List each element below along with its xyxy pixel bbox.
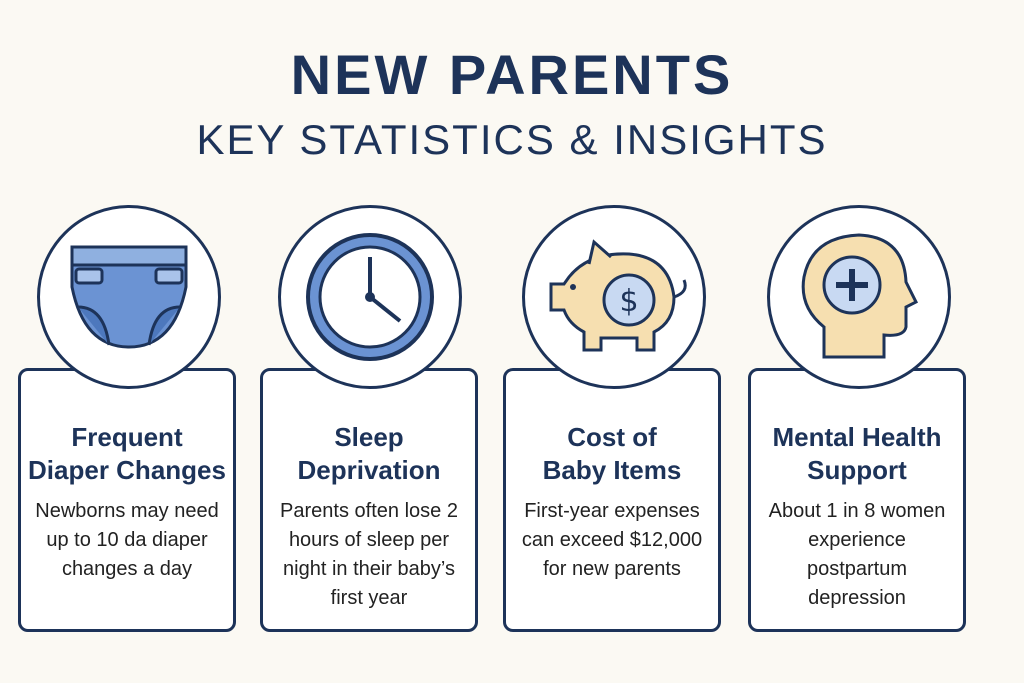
card-cost: Cost of Baby Items First-year expenses ca… [503,368,721,632]
page-title: NEW PARENTS [290,43,734,106]
card-title: Sleep Deprivation [297,422,441,485]
diaper-icon [37,205,221,389]
clock-icon [278,205,462,389]
card-text: About 1 in 8 women experience postpartum… [768,500,946,609]
card-text: Newborns may need up to 10 da diaper cha… [35,500,219,580]
card-text: Parents often lose 2 hours of sleep per … [280,500,458,609]
card-sleep: Sleep Deprivation Parents often lose 2 ho… [260,368,478,632]
card-title: Frequent Diaper Changes [28,422,226,485]
page-subtitle: KEY STATISTICS & INSIGHTS [196,116,828,163]
card-title: Mental Health Support [772,422,942,485]
card-title: Cost of Baby Items [542,422,682,485]
piggy-bank-icon: $ [522,205,706,389]
card-diaper: Frequent Diaper Changes Newborns may need… [18,368,236,632]
head-plus-icon [767,205,951,389]
svg-text:$: $ [619,284,638,319]
card-text: First-year expenses can exceed $12,000 f… [521,500,703,580]
card-mental-health: Mental Health Support About 1 in 8 women … [748,368,966,632]
